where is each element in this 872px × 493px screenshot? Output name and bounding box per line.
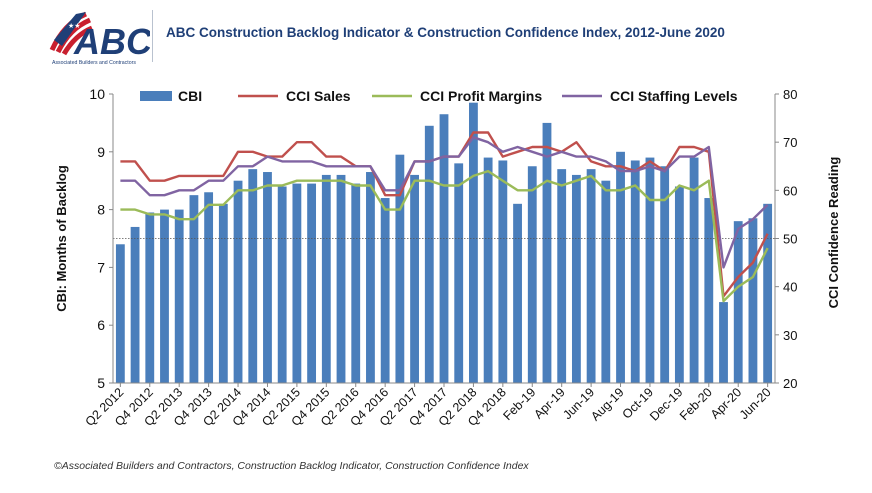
series-line-cci-profit-margins [120, 169, 769, 303]
cbi-bar [527, 166, 537, 383]
cbi-bar [395, 154, 405, 383]
y-right-tick-label: 50 [783, 232, 797, 247]
cbi-bar [160, 209, 169, 383]
logo-text: ABC [73, 21, 150, 62]
cbi-bar [469, 102, 478, 384]
cbi-bar [189, 195, 199, 383]
cbi-bar [174, 209, 184, 383]
cbi-bar [248, 169, 258, 383]
cbi-bar [719, 302, 728, 383]
x-tick-label: Apr-20 [708, 385, 744, 421]
y-left-tick-label: 9 [97, 144, 105, 160]
series-line-cci-staffing-levels [120, 136, 769, 269]
y-right-tick-labels: 20 30 40 50 60 70 80 [775, 87, 797, 391]
logo-tagline: Associated Builders and Contractors [52, 60, 136, 66]
cbi-bar [439, 114, 449, 383]
cbi-bar [233, 180, 243, 383]
cbi-bar [689, 157, 699, 383]
cbi-bar [542, 122, 552, 384]
legend: CBI CCI Sales CCI Profit Margins CCI Staffi… [140, 88, 738, 104]
x-tick-label: Dec-19 [647, 385, 685, 423]
x-tick-label: Feb-20 [677, 385, 715, 423]
cbi-bar [660, 166, 670, 383]
y-right-tick-label: 60 [783, 183, 797, 198]
cci-lines [120, 131, 769, 303]
y-axis-right-label: CCI Confidence Reading [826, 157, 841, 309]
cbi-bar [616, 151, 625, 383]
cbi-bar [115, 244, 125, 383]
cbi-bar [321, 174, 331, 383]
cbi-bar [630, 160, 640, 383]
x-tick-label: Feb-19 [500, 385, 538, 423]
cbi-bar [733, 221, 743, 383]
y-right-tick-label: 20 [783, 376, 797, 391]
cbi-bar [218, 203, 228, 383]
y-right-tick-label: 80 [783, 87, 797, 102]
cbi-bar [424, 125, 434, 383]
chart-title: ABC Construction Backlog Indicator & Con… [166, 25, 725, 40]
cbi-bar [601, 180, 611, 383]
cbi-bar [130, 226, 140, 383]
y-left-tick-label: 5 [97, 375, 105, 391]
cbi-bar [674, 186, 684, 383]
y-right-tick-label: 40 [783, 280, 797, 295]
x-tick-label: Apr-19 [531, 385, 567, 421]
y-right-tick-label: 30 [783, 328, 797, 343]
flag-stripes-icon: ★★ [49, 11, 94, 56]
legend-swatch-cbi [140, 91, 172, 101]
cbi-bar [557, 169, 567, 383]
cbi-bar [204, 192, 214, 383]
y-left-tick-labels: 5 6 7 8 9 10 [89, 86, 113, 391]
cbi-bar [366, 172, 375, 383]
cbi-bar [380, 198, 390, 383]
cbi-bar [263, 172, 272, 383]
cbi-bar [571, 174, 581, 383]
cbi-bar [277, 186, 287, 383]
y-left-tick-label: 7 [97, 259, 105, 275]
cbi-bar [513, 203, 522, 383]
cbi-bar [645, 157, 655, 383]
cbi-bar [498, 160, 508, 383]
cbi-bar [336, 174, 346, 383]
cbi-bars [115, 102, 773, 384]
legend-label: CCI Profit Margins [420, 88, 542, 104]
abc-logo: ★★ ABC Associated Builders and Contracto… [46, 6, 153, 68]
y-left-tick-label: 6 [97, 317, 105, 333]
cbi-bar [292, 183, 302, 383]
cbi-bar [145, 212, 155, 383]
cbi-bar [748, 218, 758, 383]
cbi-bar [483, 157, 493, 383]
legend-label: CCI Staffing Levels [610, 88, 738, 104]
y-left-tick-label: 8 [97, 202, 105, 218]
legend-label: CBI [178, 88, 202, 104]
cbi-bar [454, 163, 464, 383]
y-left-tick-label: 10 [89, 86, 105, 102]
svg-text:★★: ★★ [68, 22, 81, 30]
footer-source: ©Associated Builders and Contractors, Co… [54, 460, 529, 472]
cbi-bar [586, 169, 596, 383]
cbi-bar [704, 198, 714, 383]
x-tick-label: Aug-19 [588, 385, 626, 423]
header-divider [152, 10, 153, 62]
cbi-bar [307, 183, 317, 383]
cbi-bar [351, 183, 361, 383]
y-right-tick-label: 70 [783, 135, 797, 150]
legend-label: CCI Sales [286, 88, 351, 104]
cbi-bar [410, 174, 419, 383]
cbi-bar [763, 203, 773, 383]
x-tick-label: Jun-20 [737, 385, 774, 422]
y-axis-left-label: CBI: Months of Backlog [54, 165, 69, 312]
